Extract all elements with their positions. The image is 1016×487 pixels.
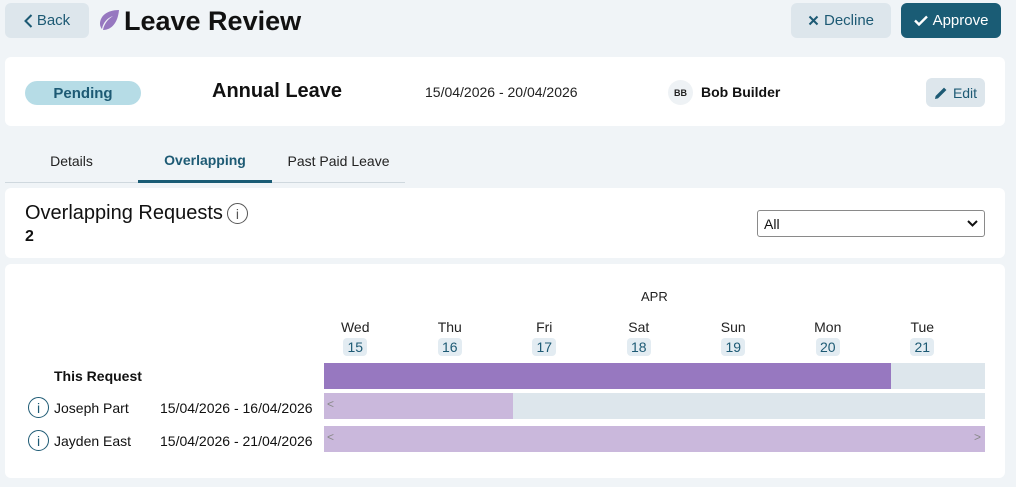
- day-number: 16: [437, 338, 462, 356]
- day-column-21: Tue 21: [892, 318, 952, 357]
- overlapping-header: Overlapping Requests i 2 All: [5, 188, 1005, 258]
- overlapping-title: Overlapping Requests i: [25, 202, 248, 225]
- this-request-label: This Request: [54, 368, 142, 384]
- filter-select[interactable]: All: [757, 210, 985, 237]
- edit-button-label: Edit: [952, 84, 978, 101]
- continues-right-icon: >: [973, 430, 981, 444]
- back-button[interactable]: Back: [5, 3, 89, 38]
- day-column-18: Sat 18: [609, 318, 669, 357]
- leave-type: Annual Leave: [212, 80, 343, 102]
- tab-details[interactable]: Details: [50, 153, 93, 169]
- day-name: Sat: [628, 319, 650, 335]
- tab-overlapping[interactable]: Overlapping: [138, 139, 272, 183]
- tab-bar: Details Overlapping Past Paid Leave: [5, 139, 405, 183]
- info-icon[interactable]: i: [28, 430, 49, 451]
- decline-button[interactable]: Decline: [791, 3, 891, 38]
- day-column-20: Mon 20: [798, 318, 858, 357]
- request-date-range: 15/04/2026 - 20/04/2026: [425, 84, 578, 100]
- continues-left-icon: <: [327, 397, 335, 411]
- day-name: Mon: [814, 319, 842, 335]
- overlap-bar[interactable]: [324, 393, 513, 419]
- day-number: 19: [721, 338, 746, 356]
- pencil-icon: [934, 87, 947, 99]
- request-summary: Pending Annual Leave 15/04/2026 - 20/04/…: [5, 57, 1005, 126]
- page-title: Leave Review: [124, 6, 302, 36]
- employee-label-jayden-east: Jayden East: [54, 433, 132, 449]
- month-label: APR: [641, 289, 668, 304]
- day-name: Wed: [340, 319, 370, 335]
- overlap-bar[interactable]: [324, 426, 985, 452]
- tab-past-paid-leave[interactable]: Past Paid Leave: [287, 153, 390, 169]
- day-number: 15: [343, 338, 368, 356]
- day-name: Thu: [437, 319, 462, 335]
- overlapping-title-text: Overlapping Requests: [25, 202, 223, 224]
- overlap-timeline: APR Wed 15 Thu 16 Fri 17 Sat 18 Sun 19 Mon 20 Tue 21 …: [5, 264, 1005, 478]
- timeline-track: <: [324, 393, 985, 419]
- status-badge: Pending: [25, 81, 141, 105]
- info-icon[interactable]: i: [226, 203, 248, 225]
- day-number: 20: [815, 338, 840, 356]
- timeline-track: [324, 363, 985, 389]
- request-bar[interactable]: [324, 363, 891, 389]
- approve-button-label: Approve: [932, 12, 989, 29]
- approve-button[interactable]: Approve: [901, 3, 1001, 38]
- day-number: 17: [532, 338, 557, 356]
- day-number: 18: [626, 338, 651, 356]
- day-name: Tue: [910, 319, 935, 335]
- day-name: Sun: [720, 319, 746, 335]
- timeline-track: < >: [324, 426, 985, 452]
- continues-left-icon: <: [327, 430, 335, 444]
- leaf-icon: [100, 10, 119, 30]
- day-column-15: Wed 15: [325, 318, 385, 357]
- day-column-16: Thu 16: [420, 318, 480, 357]
- overlap-dates-joseph-part: 15/04/2026 - 16/04/2026: [160, 400, 313, 416]
- overlap-dates-jayden-east: 15/04/2026 - 21/04/2026: [160, 433, 313, 449]
- chevron-down-icon: [967, 220, 978, 227]
- overlapping-count: 2: [25, 228, 34, 245]
- chevron-left-icon: [23, 13, 33, 28]
- check-icon: [913, 15, 928, 26]
- avatar: BB: [668, 80, 693, 105]
- employee-name: Bob Builder: [701, 84, 781, 100]
- day-column-17: Fri 17: [514, 318, 574, 357]
- back-button-label: Back: [36, 12, 71, 29]
- employee-label-joseph-part: Joseph Part: [54, 400, 129, 416]
- day-name: Fri: [536, 319, 553, 335]
- edit-button[interactable]: Edit: [926, 78, 985, 107]
- day-number: 21: [910, 338, 935, 356]
- info-icon[interactable]: i: [28, 397, 49, 418]
- close-icon: [808, 15, 819, 26]
- decline-button-label: Decline: [823, 12, 875, 29]
- filter-value: All: [764, 215, 780, 232]
- day-column-19: Sun 19: [703, 318, 763, 357]
